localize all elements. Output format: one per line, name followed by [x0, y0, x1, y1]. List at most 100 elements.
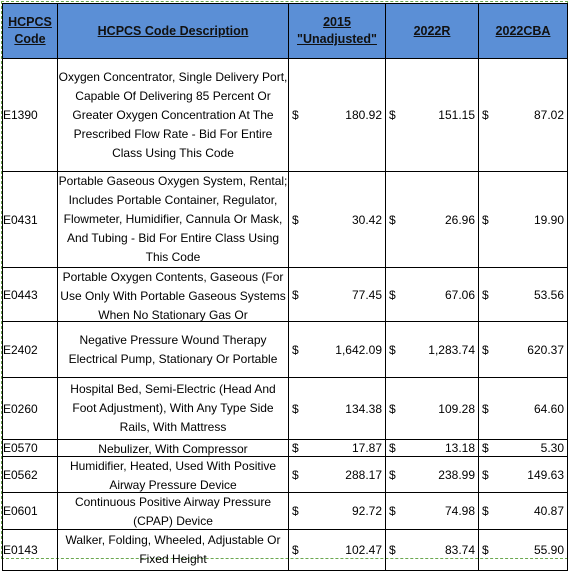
table-row: E2402 Negative Pressure Wound Therapy Ele… — [2, 321, 568, 378]
price-cell-v2022r[interactable]: $26.96 — [385, 171, 479, 268]
code-cell[interactable]: E0143 — [2, 529, 58, 571]
price-value: 1,642.09 — [335, 342, 382, 357]
price-value: 13.18 — [444, 441, 475, 455]
price-value: 1,283.74 — [428, 342, 475, 357]
price-cell-v2022r[interactable]: $238.99 — [385, 456, 479, 493]
table-row: E1390 Oxygen Concentrator, Single Deliver… — [2, 58, 568, 172]
currency-symbol: $ — [482, 504, 489, 518]
code-cell[interactable]: E0431 — [2, 171, 58, 268]
price-cell-v2015[interactable]: $1,642.09 — [288, 321, 386, 378]
price-cell-v2022cba[interactable]: $19.90 — [478, 171, 568, 268]
price-cell-v2015[interactable]: $180.92 — [288, 58, 386, 172]
currency-symbol: $ — [292, 467, 299, 482]
description-text: Walker, Folding, Wheeled, Adjustable Or … — [65, 533, 281, 566]
column-header-2015-unadjusted[interactable]: 2015 "Unadjusted" — [288, 3, 386, 59]
price-cell-v2022r[interactable]: $151.15 — [385, 58, 479, 172]
price-cell-v2022cba[interactable]: $53.56 — [478, 267, 568, 322]
code-cell[interactable]: E0562 — [2, 456, 58, 493]
price-value: 53.56 — [533, 287, 564, 302]
currency-symbol: $ — [292, 108, 299, 122]
code-cell[interactable]: E0601 — [2, 492, 58, 530]
price-value: 134.38 — [345, 401, 382, 416]
price-cell-v2015[interactable]: $92.72 — [288, 492, 386, 530]
price-value: 55.90 — [533, 543, 564, 557]
price-cell-v2022cba[interactable]: $5.30 — [478, 439, 568, 457]
code-cell[interactable]: E0443 — [2, 267, 58, 322]
price-cell-v2015[interactable]: $134.38 — [288, 377, 386, 440]
description-cell[interactable]: Hospital Bed, Semi-Electric (Head And Fo… — [57, 377, 289, 440]
currency-symbol: $ — [292, 504, 299, 518]
currency-symbol: $ — [292, 287, 299, 302]
price-value: 151.15 — [438, 108, 475, 122]
price-cell-v2022cba[interactable]: $87.02 — [478, 58, 568, 172]
currency-symbol: $ — [482, 108, 489, 122]
column-header-2022cba[interactable]: 2022CBA — [478, 3, 568, 59]
description-text: Negative Pressure Wound Therapy Electric… — [68, 332, 278, 366]
code-cell[interactable]: E0570 — [2, 439, 58, 457]
table-row: E0143 Walker, Folding, Wheeled, Adjustabl… — [2, 529, 568, 571]
currency-symbol: $ — [292, 342, 299, 357]
code-cell[interactable]: E0260 — [2, 377, 58, 440]
price-value: 180.92 — [345, 108, 382, 122]
description-cell[interactable]: Walker, Folding, Wheeled, Adjustable Or … — [57, 529, 289, 571]
price-cell-v2022cba[interactable]: $55.90 — [478, 529, 568, 571]
description-text: Hospital Bed, Semi-Electric (Head And Fo… — [70, 382, 276, 434]
price-cell-v2015[interactable]: $77.45 — [288, 267, 386, 322]
column-header-description[interactable]: HCPCS Code Description — [57, 3, 289, 59]
table-row: E0601 Continuous Positive Airway Pressure… — [2, 492, 568, 530]
description-text: Nebulizer, With Compressor — [98, 442, 248, 456]
price-value: 40.87 — [533, 504, 564, 518]
price-cell-v2022r[interactable]: $1,283.74 — [385, 321, 479, 378]
price-cell-v2022r[interactable]: $109.28 — [385, 377, 479, 440]
currency-symbol: $ — [389, 504, 396, 518]
price-cell-v2015[interactable]: $288.17 — [288, 456, 386, 493]
description-cell[interactable]: Humidifier, Heated, Used With Positive A… — [57, 456, 289, 493]
description-cell[interactable]: Continuous Positive Airway Pressure (CPA… — [57, 492, 289, 530]
price-value: 238.99 — [438, 467, 475, 482]
code-cell[interactable]: E1390 — [2, 58, 58, 172]
description-cell[interactable]: Negative Pressure Wound Therapy Electric… — [57, 321, 289, 378]
price-value: 87.02 — [533, 108, 564, 122]
price-cell-v2022r[interactable]: $83.74 — [385, 529, 479, 571]
column-header-code[interactable]: HCPCS Code — [2, 3, 58, 59]
description-text: Portable Gaseous Oxygen System, Rental; … — [58, 174, 288, 264]
description-cell[interactable]: Portable Oxygen Contents, Gaseous (For U… — [57, 267, 289, 322]
price-cell-v2022r[interactable]: $67.06 — [385, 267, 479, 322]
currency-symbol: $ — [482, 342, 489, 357]
price-value: 102.47 — [345, 543, 382, 557]
price-cell-v2022r[interactable]: $13.18 — [385, 439, 479, 457]
table-row: E0570 Nebulizer, With Compressor $17.87 $13… — [2, 439, 568, 457]
price-cell-v2022r[interactable]: $74.98 — [385, 492, 479, 530]
currency-symbol: $ — [389, 467, 396, 482]
currency-symbol: $ — [482, 287, 489, 302]
currency-symbol: $ — [482, 212, 489, 227]
description-cell[interactable]: Nebulizer, With Compressor — [57, 439, 289, 457]
description-text: Continuous Positive Airway Pressure (CPA… — [74, 495, 272, 528]
price-value: 620.37 — [527, 342, 564, 357]
price-value: 26.96 — [444, 212, 475, 227]
currency-symbol: $ — [292, 401, 299, 416]
table-row: E0431 Portable Gaseous Oxygen System, Ren… — [2, 171, 568, 268]
price-value: 19.90 — [533, 212, 564, 227]
price-value: 288.17 — [345, 467, 382, 482]
price-cell-v2015[interactable]: $102.47 — [288, 529, 386, 571]
price-cell-v2022cba[interactable]: $620.37 — [478, 321, 568, 378]
currency-symbol: $ — [389, 212, 396, 227]
price-value: 30.42 — [351, 212, 382, 227]
price-value: 109.28 — [438, 401, 475, 416]
description-cell[interactable]: Portable Gaseous Oxygen System, Rental; … — [57, 171, 289, 268]
currency-symbol: $ — [292, 441, 299, 455]
price-value: 149.63 — [527, 467, 564, 482]
price-cell-v2022cba[interactable]: $64.60 — [478, 377, 568, 440]
price-cell-v2015[interactable]: $30.42 — [288, 171, 386, 268]
code-cell[interactable]: E2402 — [2, 321, 58, 378]
price-cell-v2022cba[interactable]: $40.87 — [478, 492, 568, 530]
column-header-2022r[interactable]: 2022R — [385, 3, 479, 59]
price-cell-v2022cba[interactable]: $149.63 — [478, 456, 568, 493]
price-value: 64.60 — [533, 401, 564, 416]
price-cell-v2015[interactable]: $17.87 — [288, 439, 386, 457]
currency-symbol: $ — [389, 543, 396, 557]
currency-symbol: $ — [482, 401, 489, 416]
currency-symbol: $ — [389, 108, 396, 122]
description-cell[interactable]: Oxygen Concentrator, Single Delivery Por… — [57, 58, 289, 172]
